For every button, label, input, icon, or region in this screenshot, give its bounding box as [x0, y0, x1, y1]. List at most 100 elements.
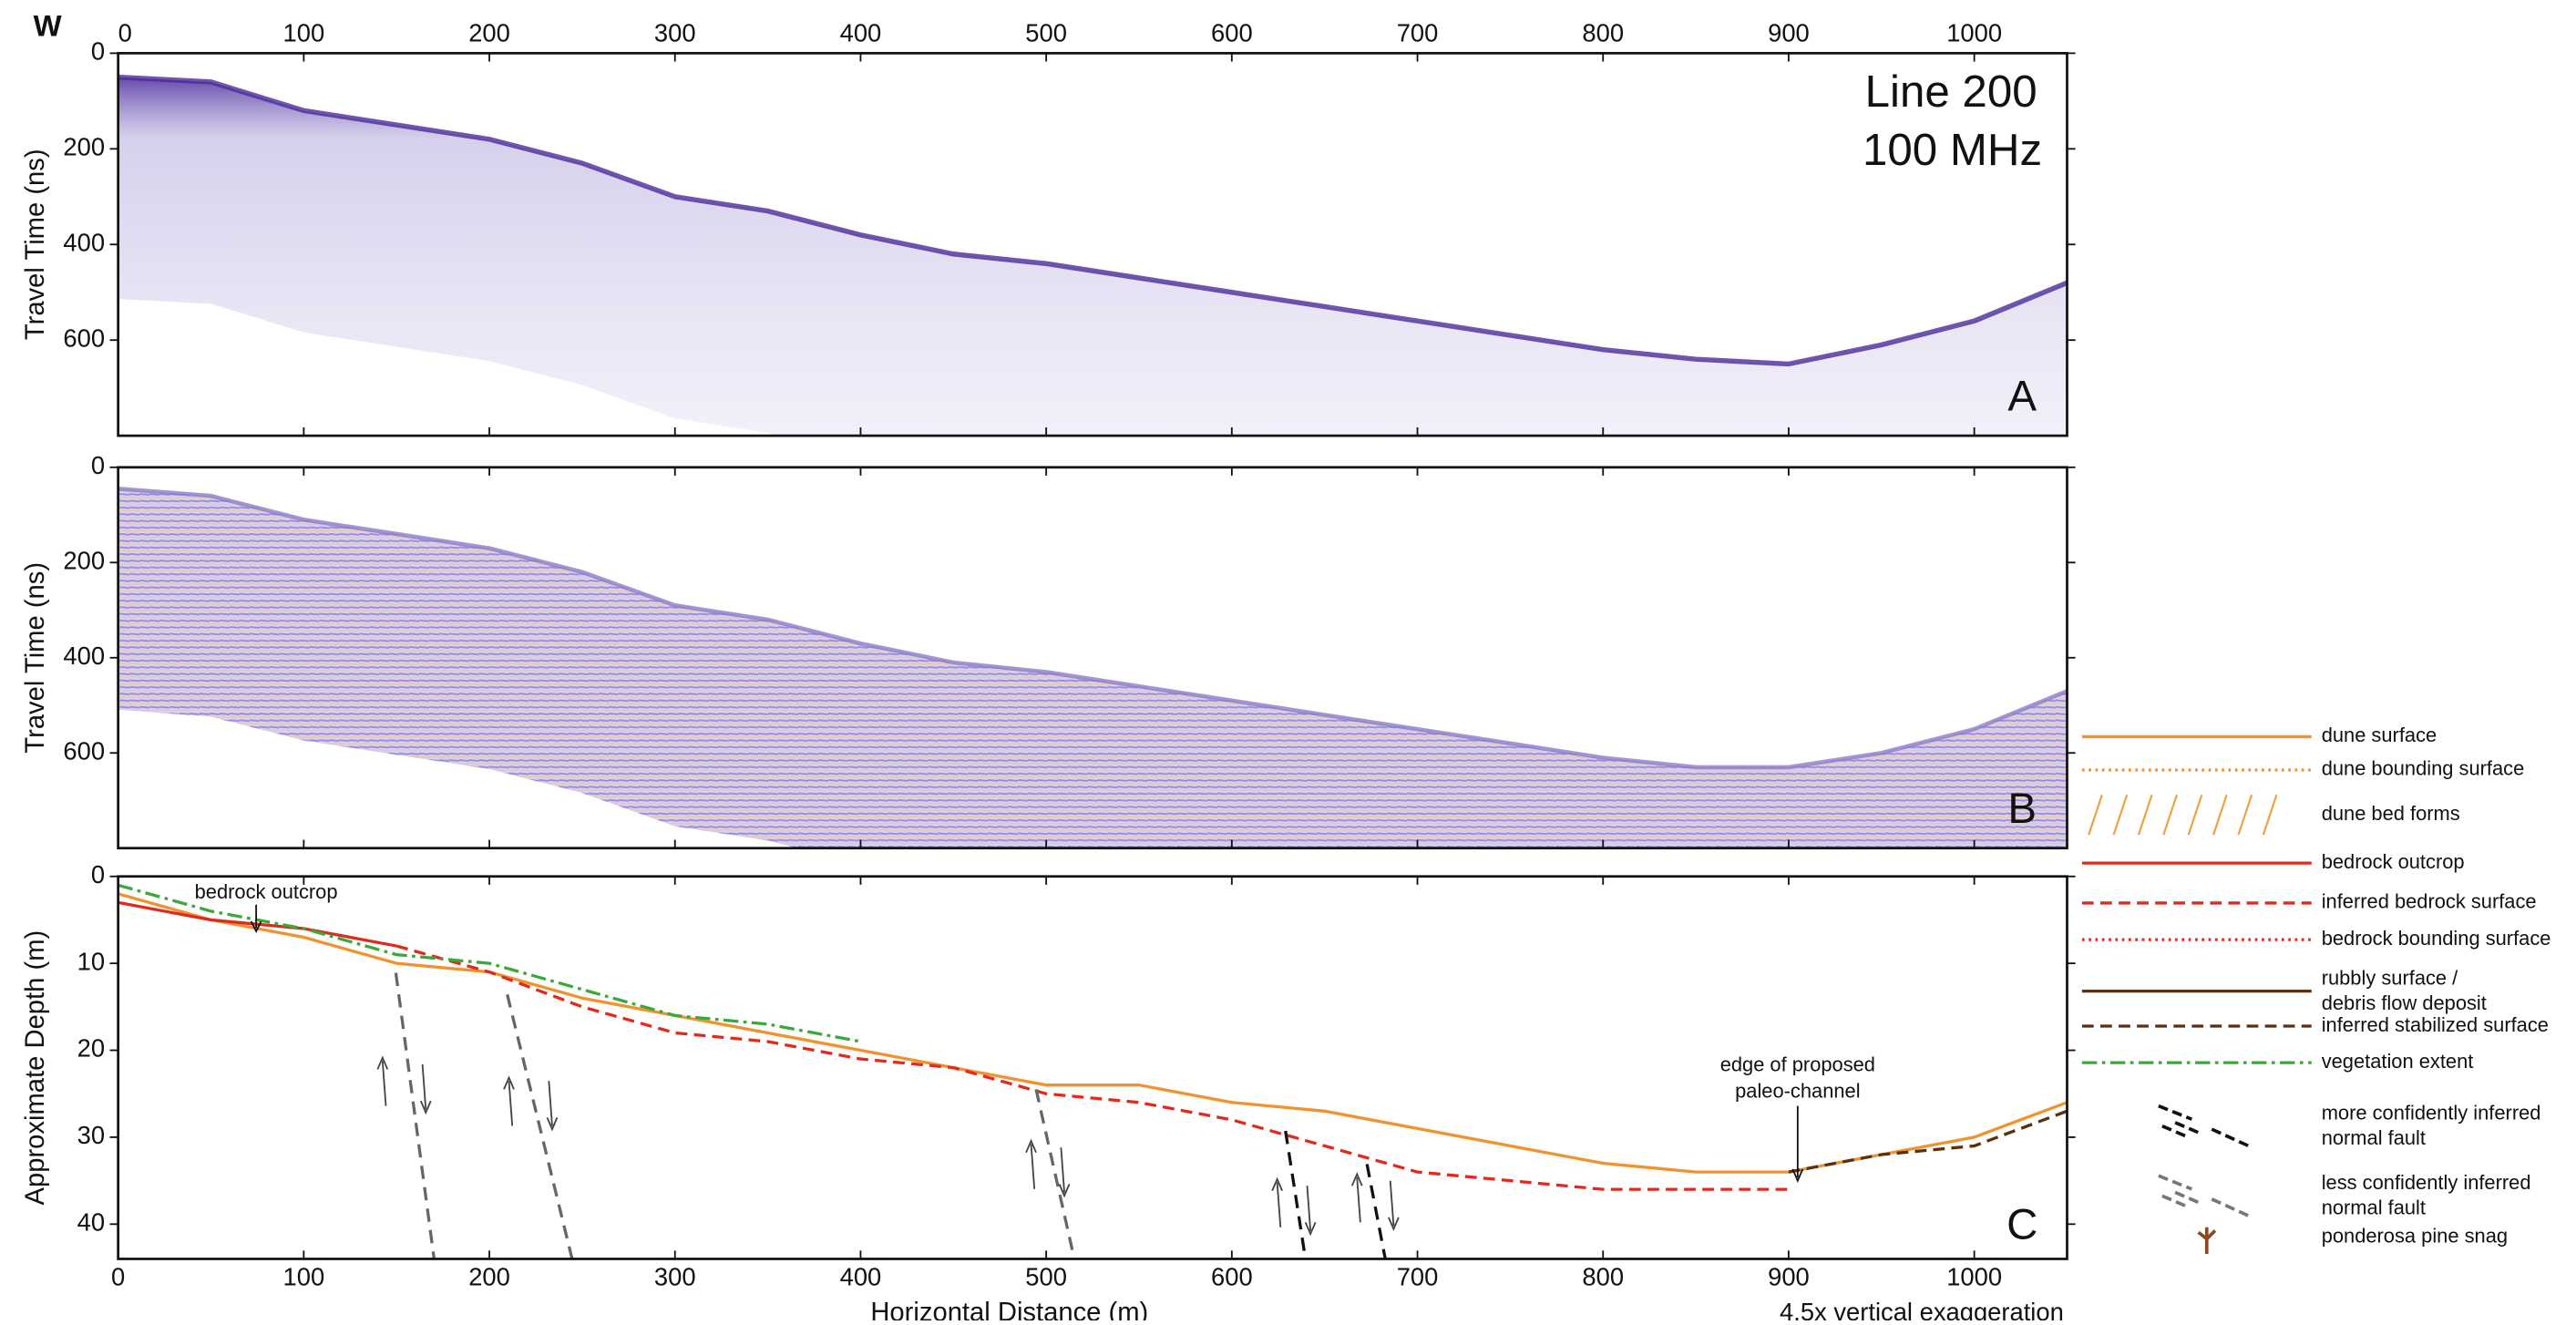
- y-axis-label: Travel Time (ns): [21, 562, 50, 754]
- x-tick-label: 500: [1025, 19, 1067, 47]
- panel-letter: B: [2007, 785, 2037, 833]
- legend-swatch: [2212, 794, 2228, 836]
- legend-label: dune surface: [2322, 724, 2437, 746]
- arrow-head: [250, 920, 262, 934]
- annotation: edge of proposed: [1720, 1053, 1875, 1076]
- fault: [506, 993, 574, 1259]
- reflector-surface: [118, 487, 2068, 770]
- plot-area: [118, 487, 2068, 848]
- legend-label: dune bounding surface: [2322, 757, 2525, 780]
- legend-label: vegetation extent: [2322, 1050, 2474, 1073]
- direction-label: W: [34, 9, 62, 43]
- legend-label: less confidently inferred: [2322, 1171, 2531, 1194]
- annotation: paleo-channel: [1735, 1080, 1860, 1103]
- legend-swatch: [2237, 794, 2253, 836]
- legend-label: debris flow deposit: [2322, 991, 2487, 1014]
- y-tick-label: 20: [77, 1034, 105, 1063]
- interpreted-line: [118, 883, 861, 1043]
- y-tick-label: 600: [63, 736, 105, 765]
- x-tick-label: 500: [1025, 1263, 1067, 1291]
- legend-label: inferred stabilized surface: [2322, 1013, 2549, 1036]
- y-tick-label: 200: [63, 133, 105, 161]
- y-tick-label: 400: [63, 229, 105, 257]
- legend-swatch: [2158, 1104, 2250, 1148]
- x-tick-label: 700: [1397, 19, 1439, 47]
- legend-swatch: [2197, 1227, 2217, 1255]
- x-tick-label: 900: [1768, 19, 1810, 47]
- x-tick-label: 0: [111, 1263, 125, 1291]
- interpreted-line: [118, 900, 397, 948]
- arrows: [376, 1055, 432, 1115]
- exaggeration-note: 4.5x vertical exaggeration: [1780, 1298, 2064, 1320]
- plot-area: [118, 883, 2068, 1191]
- annotation: bedrock outcrop: [195, 880, 338, 903]
- radargram: [118, 77, 2068, 437]
- panel-c: bedrock outcrop edge of proposed paleo-c…: [21, 860, 2076, 1325]
- legend-swatch: [2137, 794, 2153, 836]
- legend-swatch: [2187, 794, 2203, 836]
- x-tick-label: 600: [1211, 1263, 1253, 1291]
- x-tick-label: 300: [654, 1263, 696, 1291]
- panel-b: B Travel Time (ns) 0 200 400 600: [21, 451, 2076, 850]
- arrow-head: [1791, 1168, 1804, 1184]
- interpreted-line: [118, 892, 2068, 1174]
- legend-label: normal fault: [2322, 1126, 2426, 1149]
- y-axis-label: Travel Time (ns): [21, 149, 50, 340]
- legend-label: inferred bedrock surface: [2322, 890, 2537, 913]
- faults: [394, 972, 1387, 1259]
- y-tick-label: 600: [63, 324, 105, 352]
- y-tick-label: 200: [63, 547, 105, 575]
- legend: dune surface dune bounding surface dune be…: [2081, 724, 2551, 1255]
- x-tick-label: 1000: [1946, 19, 2002, 47]
- y-tick-label: 10: [77, 947, 105, 975]
- legend-label: more confidently inferred: [2322, 1101, 2541, 1124]
- legend-label: bedrock bounding surface: [2322, 927, 2551, 950]
- y-tick-label: 0: [91, 860, 105, 888]
- x-tick-label: 100: [283, 1263, 325, 1291]
- legend-swatch: [2158, 1174, 2250, 1217]
- x-tick-label: 400: [840, 1263, 882, 1291]
- x-axis-label: Horizontal Distance (m): [870, 1298, 1148, 1320]
- reflector-surface: [118, 74, 2068, 367]
- interpreted-line: [1788, 1109, 2068, 1174]
- panel-letter: A: [2007, 373, 2037, 421]
- plot-frame: [117, 875, 2068, 1260]
- plot-area: [118, 74, 2068, 437]
- x-tick-label: 800: [1582, 1263, 1624, 1291]
- x-tick-label: 600: [1211, 19, 1253, 47]
- fault-arrows: [376, 1055, 1400, 1237]
- y-tick-label: 0: [91, 451, 105, 479]
- legend-label: rubbly surface /: [2322, 967, 2458, 990]
- radargram: [118, 488, 2068, 848]
- legend-label: normal fault: [2322, 1197, 2426, 1219]
- arrows: [1350, 1172, 1400, 1231]
- fault: [1034, 1088, 1076, 1259]
- fault: [1284, 1130, 1308, 1259]
- x-tick-label: 400: [840, 19, 882, 47]
- x-tick-label: 0: [118, 19, 132, 47]
- legend-swatch: [2088, 794, 2103, 836]
- panel-letter: C: [2006, 1200, 2037, 1248]
- y-axis-label: Approximate Depth (m): [21, 930, 50, 1206]
- fault: [394, 972, 436, 1259]
- frequency-label: 100 MHz: [1863, 125, 2042, 175]
- x-tick-label: 100: [283, 19, 325, 47]
- x-tick-label: 700: [1397, 1263, 1439, 1291]
- arrows: [503, 1075, 559, 1132]
- interpreted-line: [395, 944, 1789, 1191]
- line-label: Line 200: [1865, 67, 2037, 117]
- x-tick-label: 900: [1768, 1263, 1810, 1291]
- x-tick-label: 200: [468, 1263, 510, 1291]
- y-tick-label: 0: [91, 37, 105, 66]
- x-tick-label: 300: [654, 19, 696, 47]
- arrows: [1271, 1176, 1317, 1237]
- legend-swatch: [2162, 794, 2178, 836]
- legend-swatch: [2262, 794, 2278, 836]
- y-tick-label: 30: [77, 1121, 105, 1149]
- arrows: [1025, 1138, 1071, 1198]
- legend-label: ponderosa pine snag: [2322, 1225, 2508, 1248]
- x-tick-label: 1000: [1946, 1263, 2002, 1291]
- legend-swatch: [2112, 794, 2129, 836]
- panel-a: W Line 200 100 MHz A Travel Time (ns) 0 20…: [21, 9, 2076, 437]
